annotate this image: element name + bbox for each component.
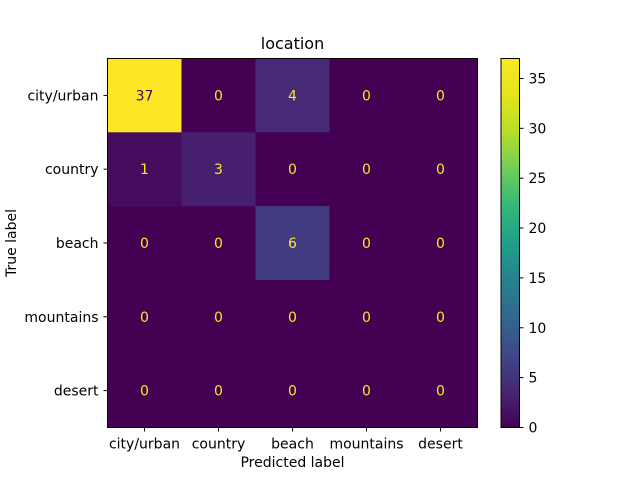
x-tick-label: beach [271, 437, 314, 453]
y-tick-label: country [45, 162, 99, 178]
matrix-cell-value: 0 [362, 88, 371, 104]
matrix-cell-value: 0 [214, 384, 223, 400]
matrix-cell-value: 0 [214, 310, 223, 326]
matrix-cells [107, 58, 478, 428]
matrix-cell [255, 279, 330, 355]
matrix-cell-labels: 37 0 4 0 0 1 3 0 0 0 0 0 6 0 0 0 0 0 0 0 0 0 0 0 0 [136, 88, 445, 399]
colorbar-tick-label: 30 [529, 121, 547, 137]
colorbar-tick-label: 25 [529, 171, 547, 187]
matrix-cell-value: 37 [136, 88, 154, 104]
colorbar [500, 58, 520, 428]
matrix-cell [181, 279, 256, 355]
matrix-cell [107, 58, 182, 133]
matrix-cell-value: 0 [140, 384, 149, 400]
matrix-cell [255, 206, 330, 281]
matrix-cell [107, 279, 182, 355]
matrix-cell [403, 279, 478, 355]
matrix-cell-value: 0 [436, 310, 445, 326]
x-axis-label: Predicted label [240, 455, 344, 471]
y-tick-label: city/urban [27, 88, 98, 104]
matrix-cell [329, 279, 404, 355]
matrix-cell-value: 0 [362, 384, 371, 400]
colorbar-tick-label: 35 [529, 71, 547, 87]
matrix-cell [107, 132, 182, 207]
matrix-cell [403, 58, 478, 133]
matrix-cell [403, 132, 478, 207]
matrix-cell [329, 206, 404, 281]
matrix-cell-value: 0 [436, 236, 445, 252]
matrix-cell [255, 353, 330, 428]
matrix-cell [403, 206, 478, 281]
matrix-cell [107, 353, 182, 428]
matrix-cell [329, 353, 404, 428]
matrix-cell-value: 0 [362, 310, 371, 326]
matrix-cell-value: 1 [140, 162, 149, 178]
x-tick-label: city/urban [109, 437, 180, 453]
y-tick-label: desert [54, 384, 99, 400]
y-tick-label: beach [56, 236, 99, 252]
chart-title: location [261, 34, 324, 53]
matrix-cell-value: 0 [140, 236, 149, 252]
matrix-cell-value: 0 [288, 162, 297, 178]
x-axis: city/urban country beach mountains desert [109, 427, 463, 453]
matrix-cell-value: 0 [362, 236, 371, 252]
matrix-cell-value: 0 [436, 88, 445, 104]
matrix-cell-value: 0 [436, 162, 445, 178]
matrix-cell-value: 0 [214, 236, 223, 252]
matrix-cell [107, 206, 182, 281]
matrix-cell-value: 3 [214, 162, 223, 178]
x-tick-label: mountains [329, 437, 403, 453]
matrix-cell [329, 58, 404, 133]
matrix-cell [181, 353, 256, 428]
y-axis: city/urban country beach mountains desert [24, 88, 108, 400]
matrix-cell [181, 206, 256, 281]
matrix-cell-value: 0 [140, 310, 149, 326]
colorbar-tick-label: 0 [529, 421, 538, 437]
matrix-cell [181, 132, 256, 207]
matrix-cell-value: 0 [362, 162, 371, 178]
colorbar-tick-label: 15 [529, 271, 547, 287]
y-tick-label: mountains [24, 310, 98, 326]
matrix-cell [403, 353, 478, 428]
matrix-cell [255, 58, 330, 133]
matrix-cell [255, 132, 330, 207]
matrix-cell [329, 132, 404, 207]
colorbar-axis: 0 5 10 15 20 25 30 35 [519, 71, 547, 437]
matrix-cell-value: 0 [288, 384, 297, 400]
x-tick-label: country [192, 437, 246, 453]
matrix-cell [181, 58, 256, 133]
colorbar-tick-label: 10 [529, 321, 547, 337]
y-axis-label: True label [4, 209, 20, 278]
matrix-cell-value: 6 [288, 236, 297, 252]
colorbar-tick-label: 5 [529, 371, 538, 387]
x-tick-label: desert [418, 437, 463, 453]
colorbar-tick-label: 20 [529, 221, 547, 237]
matrix-cell-value: 0 [288, 310, 297, 326]
matrix-cell-value: 0 [214, 88, 223, 104]
matrix-cell-value: 0 [436, 384, 445, 400]
matrix-cell-value: 4 [288, 88, 297, 104]
